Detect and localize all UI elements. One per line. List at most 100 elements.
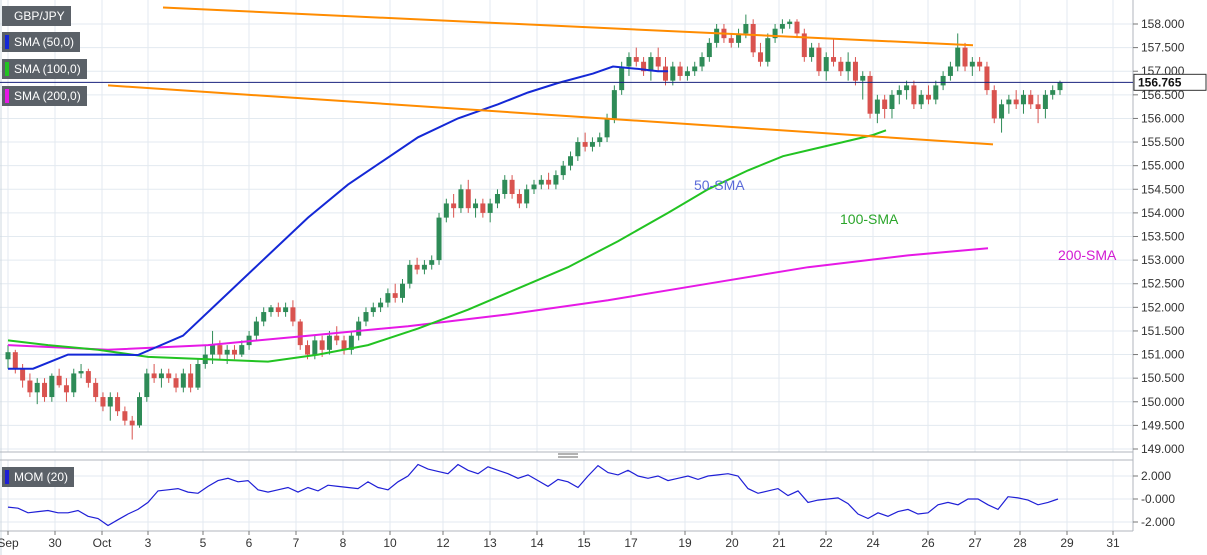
candle-body bbox=[1013, 99, 1019, 105]
candle-body bbox=[494, 194, 500, 204]
legend-sma50[interactable]: SMA (50,0) bbox=[2, 32, 81, 52]
candle bbox=[261, 307, 267, 327]
candle bbox=[239, 340, 245, 357]
candle bbox=[166, 368, 172, 383]
mom-swatch bbox=[5, 470, 9, 484]
candle-body bbox=[663, 66, 668, 81]
candle bbox=[560, 160, 566, 180]
candle bbox=[1042, 90, 1048, 119]
candle-body bbox=[568, 156, 574, 166]
candle bbox=[283, 302, 289, 317]
candle bbox=[49, 373, 55, 402]
candle-body bbox=[962, 47, 968, 67]
candle bbox=[363, 307, 369, 327]
candle-body bbox=[706, 42, 712, 58]
current-price-marker: 156.765 bbox=[0, 73, 1207, 91]
candle bbox=[538, 175, 544, 190]
candle-body bbox=[648, 57, 654, 72]
candle bbox=[568, 151, 574, 171]
candle-body bbox=[56, 375, 62, 386]
candle bbox=[115, 392, 121, 416]
candle bbox=[487, 198, 493, 223]
candle bbox=[546, 172, 552, 190]
y-tick-label: 150.500 bbox=[1141, 371, 1185, 385]
candle bbox=[334, 326, 340, 346]
candle-body bbox=[348, 335, 354, 350]
candle bbox=[984, 61, 990, 95]
candle-body bbox=[823, 57, 829, 72]
main-grid bbox=[0, 0, 1133, 452]
candle-body bbox=[312, 340, 318, 355]
candle bbox=[465, 179, 471, 213]
candle bbox=[860, 71, 866, 100]
candle-body bbox=[626, 57, 632, 67]
candle-body bbox=[896, 90, 902, 95]
candle bbox=[436, 212, 442, 265]
candle bbox=[356, 316, 362, 341]
candle-body bbox=[122, 411, 128, 421]
candle-body bbox=[100, 397, 106, 407]
current-price-label: 156.765 bbox=[1138, 75, 1182, 89]
candle bbox=[845, 52, 851, 81]
candle bbox=[122, 406, 128, 426]
candle-body bbox=[363, 312, 369, 322]
x-tick-label: 19 bbox=[678, 536, 692, 550]
candle bbox=[553, 170, 559, 190]
candle bbox=[509, 175, 515, 199]
candle bbox=[874, 94, 880, 124]
candle bbox=[195, 359, 201, 390]
candle-body bbox=[115, 397, 121, 412]
legend-sma100[interactable]: SMA (100,0) bbox=[2, 59, 87, 79]
candle-body bbox=[239, 345, 245, 355]
candle-body bbox=[801, 33, 807, 58]
candle-body bbox=[524, 189, 530, 204]
candle-body bbox=[429, 260, 435, 265]
candle bbox=[633, 47, 639, 67]
candle-body bbox=[166, 373, 172, 379]
candle bbox=[348, 330, 354, 355]
candle bbox=[458, 184, 464, 213]
candle-body bbox=[27, 380, 33, 393]
y-tick-label: 149.000 bbox=[1141, 442, 1185, 456]
candle bbox=[63, 378, 69, 402]
candle bbox=[589, 137, 595, 152]
candle-body bbox=[553, 175, 559, 185]
candle bbox=[27, 373, 33, 398]
candle bbox=[173, 373, 179, 393]
candle bbox=[107, 392, 113, 421]
candle-body bbox=[597, 137, 603, 143]
candle bbox=[728, 33, 734, 48]
candle-body bbox=[188, 373, 194, 388]
candle-body bbox=[144, 373, 150, 398]
candle-body bbox=[509, 179, 515, 194]
x-tick-label: 8 bbox=[340, 536, 347, 550]
legend-symbol[interactable]: GBP/JPY bbox=[2, 6, 71, 26]
candle-body bbox=[904, 85, 910, 91]
candle-body bbox=[984, 66, 990, 91]
legend-symbol-label: GBP/JPY bbox=[14, 9, 65, 23]
candle bbox=[414, 257, 420, 275]
candle bbox=[962, 42, 968, 72]
candle-body bbox=[684, 71, 690, 76]
candle bbox=[297, 319, 303, 350]
legend-mom[interactable]: MOM (20) bbox=[2, 467, 74, 487]
legend-sma200[interactable]: SMA (200,0) bbox=[2, 86, 87, 106]
candle-body bbox=[319, 340, 325, 350]
candle-body bbox=[531, 184, 537, 190]
x-tick-label: 27 bbox=[968, 536, 982, 550]
candle bbox=[1028, 90, 1034, 109]
pane-resize-handle[interactable] bbox=[558, 453, 578, 458]
candle-body bbox=[137, 397, 142, 426]
candle-body bbox=[261, 312, 267, 322]
candle bbox=[85, 368, 91, 388]
candle-body bbox=[619, 66, 625, 91]
candle-body bbox=[743, 24, 749, 34]
candle bbox=[852, 57, 858, 86]
candlesticks bbox=[5, 14, 1063, 440]
candle bbox=[129, 415, 135, 440]
candle-body bbox=[560, 165, 566, 176]
candle-body bbox=[641, 61, 647, 72]
candle-body bbox=[407, 264, 413, 284]
candle-body bbox=[421, 264, 427, 270]
candle bbox=[451, 194, 457, 218]
